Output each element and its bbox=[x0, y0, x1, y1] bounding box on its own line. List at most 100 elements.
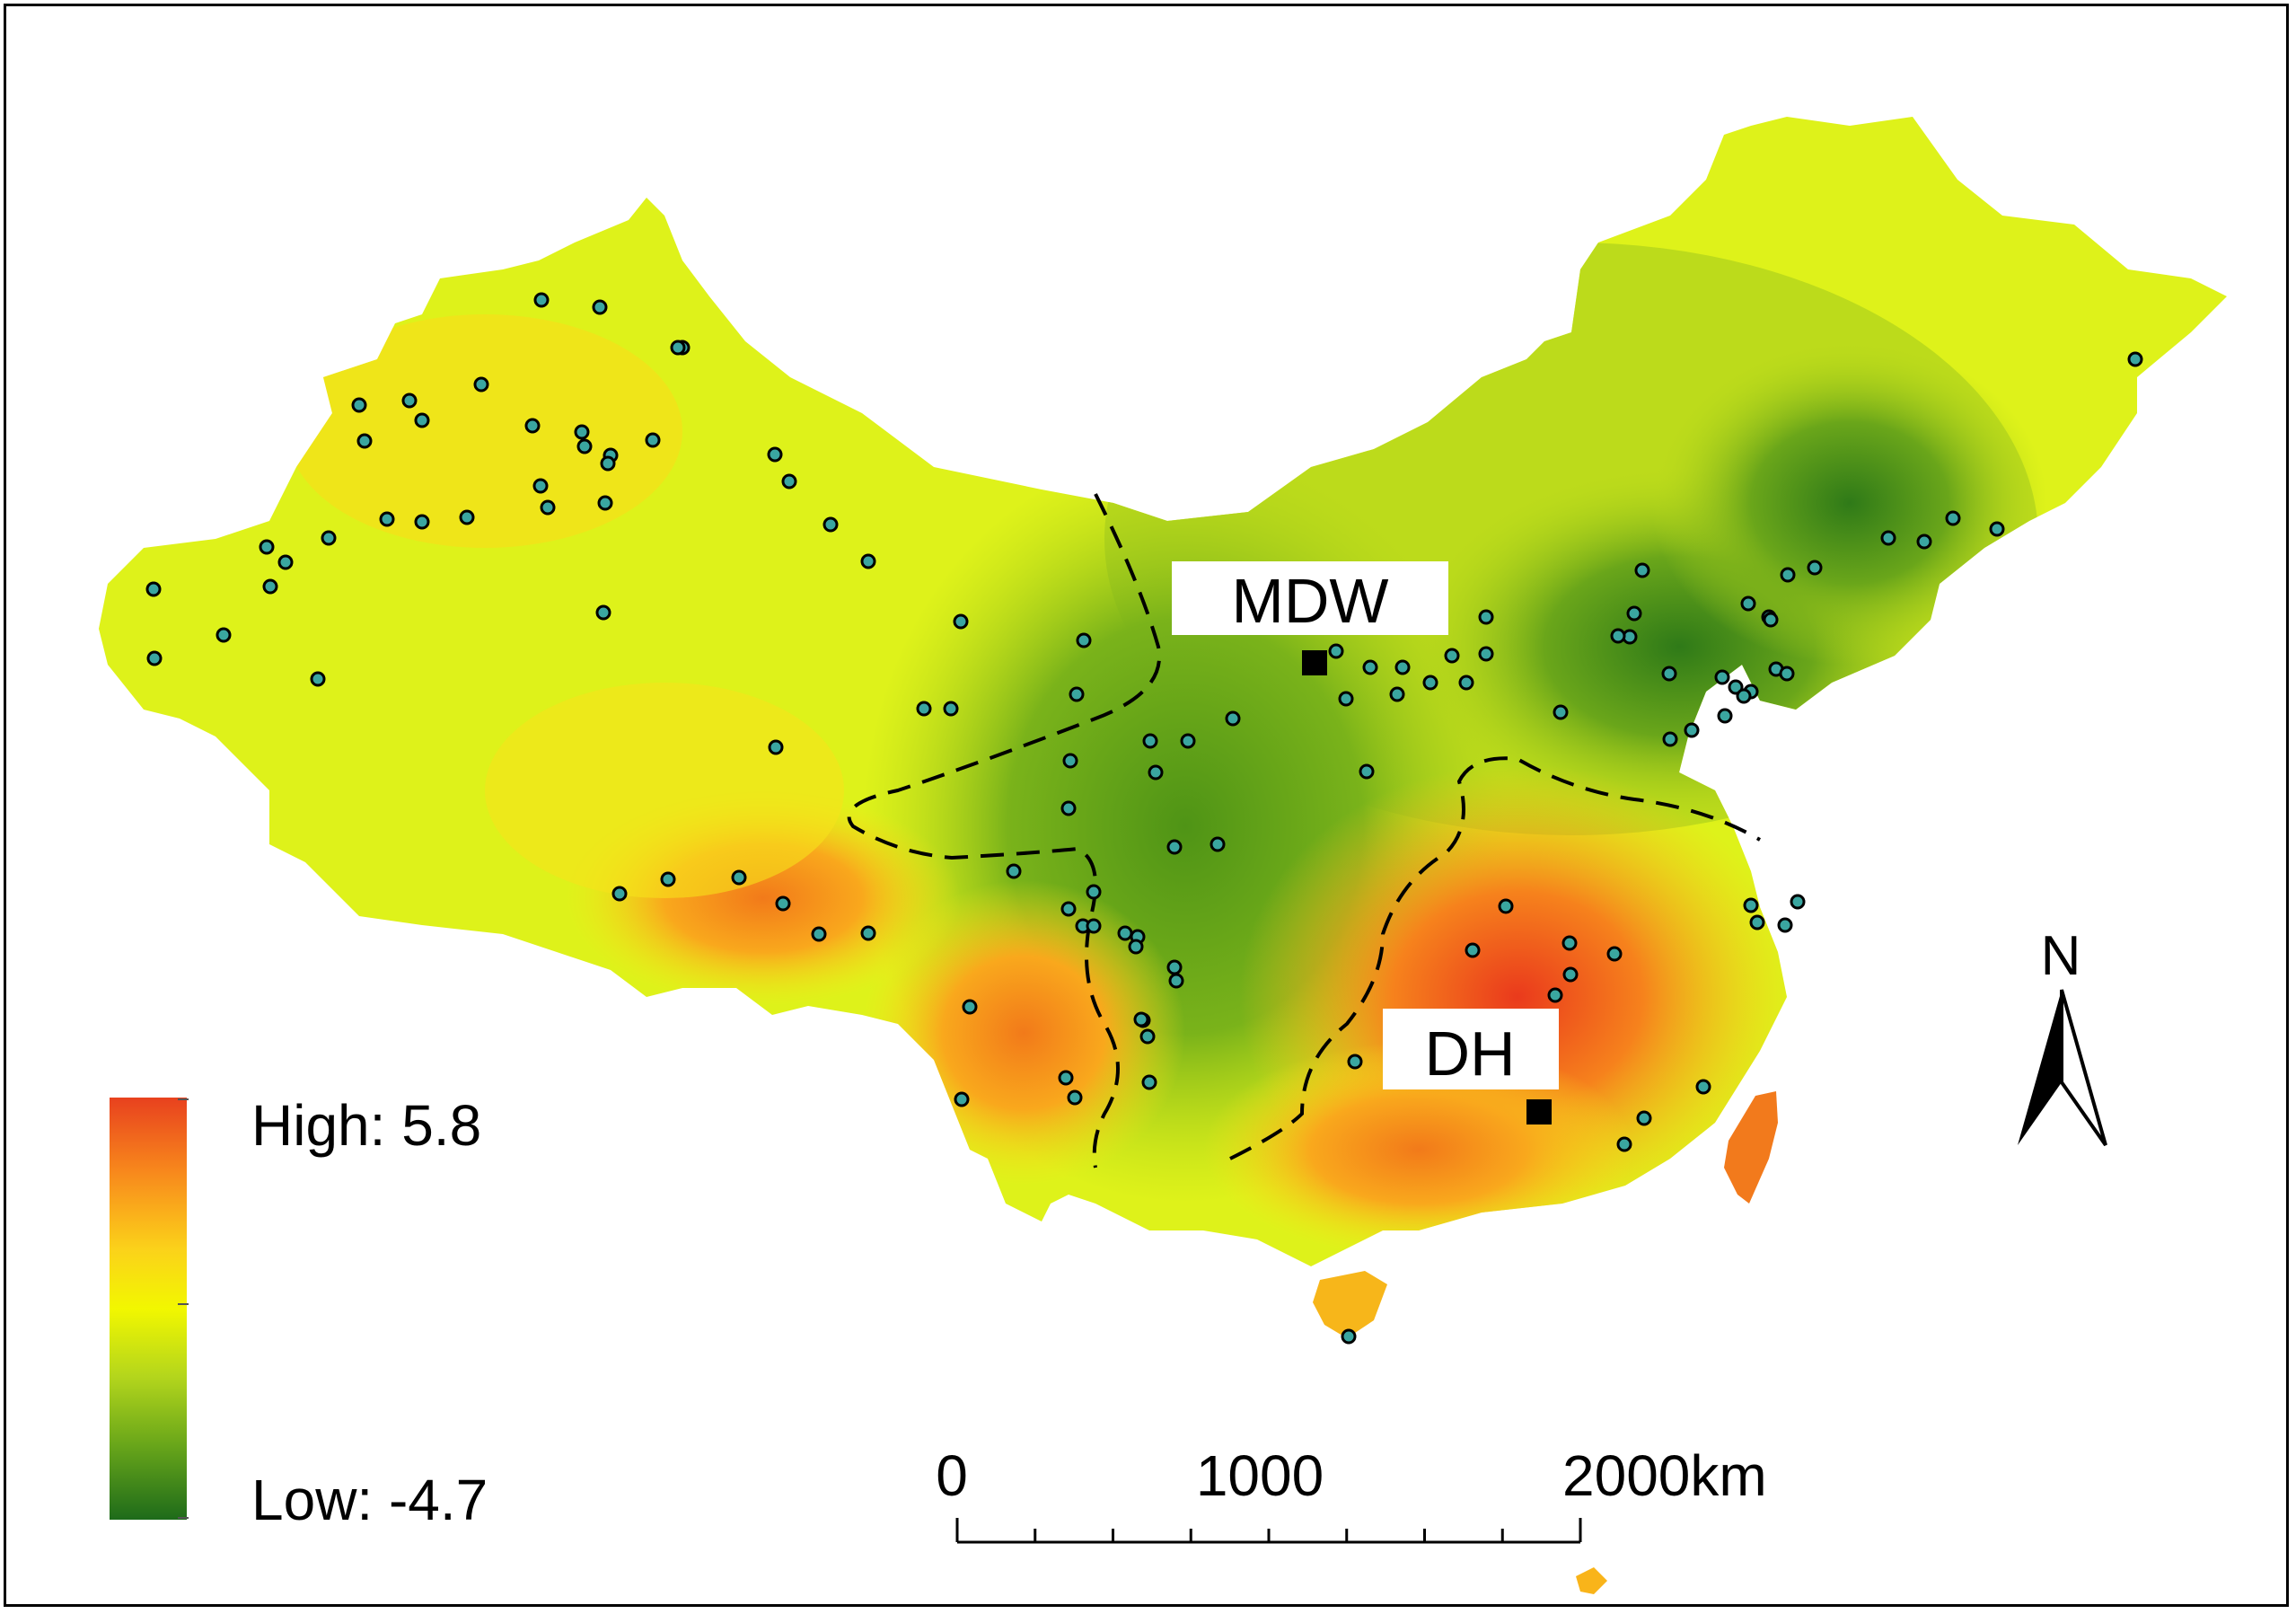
station-point bbox=[1142, 733, 1158, 749]
station-point bbox=[645, 432, 661, 448]
station-point bbox=[1058, 1070, 1074, 1086]
scale-label-1000: 1000 bbox=[1196, 1443, 1324, 1508]
station-point bbox=[1989, 521, 2005, 537]
station-point bbox=[767, 446, 783, 463]
station-point bbox=[1626, 605, 1642, 622]
station-point bbox=[1740, 595, 1756, 612]
station-point bbox=[1225, 710, 1241, 727]
station-point bbox=[860, 553, 876, 569]
station-point bbox=[414, 514, 430, 530]
station-point bbox=[1880, 530, 1896, 546]
station-point bbox=[540, 499, 556, 516]
station-point bbox=[860, 925, 876, 941]
station-point bbox=[321, 530, 337, 546]
station-points bbox=[145, 292, 2143, 1345]
station-point bbox=[1389, 686, 1405, 702]
station-point bbox=[943, 701, 959, 717]
site-mdw-label: MDW bbox=[1232, 566, 1389, 636]
legend: High: 5.8 Low: -4.7 bbox=[110, 1093, 488, 1532]
legend-high-label: High: 5.8 bbox=[251, 1093, 481, 1158]
station-point bbox=[1684, 722, 1700, 738]
station-point bbox=[1328, 643, 1344, 659]
station-point bbox=[351, 397, 367, 413]
station-point bbox=[1086, 918, 1102, 934]
boundary-south-east bbox=[1229, 756, 1762, 1160]
station-point bbox=[1166, 839, 1183, 855]
station-point bbox=[1139, 1028, 1156, 1045]
station-point bbox=[1562, 966, 1579, 983]
station-point bbox=[597, 495, 613, 511]
station-point bbox=[1662, 731, 1678, 747]
station-point bbox=[1714, 669, 1730, 685]
station-point bbox=[1069, 686, 1085, 702]
station-point bbox=[1168, 973, 1184, 989]
north-arrow-icon bbox=[2018, 989, 2107, 1147]
station-point bbox=[1807, 560, 1823, 576]
north-arrow-label: N bbox=[2041, 925, 2081, 987]
south-sea-island bbox=[1576, 1567, 1607, 1594]
station-point bbox=[953, 613, 969, 630]
station-point bbox=[1749, 914, 1765, 930]
station-point bbox=[600, 455, 616, 472]
station-point bbox=[145, 581, 162, 597]
taiwan-island bbox=[1724, 1091, 1778, 1204]
station-point bbox=[1148, 764, 1164, 781]
station-point bbox=[916, 701, 932, 717]
station-point bbox=[1180, 733, 1196, 749]
station-point bbox=[811, 926, 827, 942]
interpolated-surface bbox=[287, 243, 2047, 1257]
station-point bbox=[768, 739, 784, 755]
station-point bbox=[1060, 901, 1077, 917]
station-point bbox=[1736, 688, 1752, 704]
scale-label-0: 0 bbox=[936, 1443, 968, 1508]
station-point bbox=[1062, 753, 1078, 769]
station-point bbox=[1362, 659, 1378, 675]
station-point bbox=[533, 292, 550, 308]
station-point bbox=[1634, 562, 1650, 578]
station-point bbox=[1779, 666, 1795, 682]
station-point bbox=[1458, 675, 1474, 691]
station-point bbox=[1661, 666, 1677, 682]
station-point bbox=[1465, 942, 1481, 958]
station-point bbox=[1478, 646, 1494, 662]
station-point bbox=[1166, 959, 1183, 975]
station-point bbox=[574, 424, 590, 440]
china-map bbox=[99, 117, 2227, 1594]
station-point bbox=[524, 418, 541, 434]
station-point bbox=[1743, 897, 1759, 913]
station-point bbox=[1117, 925, 1133, 941]
station-point bbox=[459, 509, 475, 525]
station-point bbox=[146, 650, 163, 666]
station-point bbox=[262, 578, 278, 595]
site-dh-label: DH bbox=[1424, 1019, 1515, 1089]
station-point bbox=[1347, 1054, 1363, 1070]
site-mdw: MDW bbox=[1172, 561, 1448, 675]
site-dh: DH bbox=[1383, 1009, 1559, 1125]
station-point bbox=[1359, 763, 1375, 780]
station-point bbox=[1444, 648, 1460, 664]
station-point bbox=[1141, 1074, 1157, 1090]
station-point bbox=[1636, 1110, 1652, 1126]
site-mdw-marker bbox=[1302, 650, 1327, 675]
scale-bar: 0 1000 2000km bbox=[936, 1443, 1767, 1544]
station-point bbox=[1006, 863, 1022, 879]
station-point bbox=[2127, 351, 2143, 367]
station-point bbox=[1394, 659, 1411, 675]
station-point bbox=[1790, 894, 1806, 910]
station-point bbox=[310, 671, 326, 687]
station-point bbox=[1133, 1011, 1149, 1027]
station-point bbox=[1728, 679, 1744, 695]
station-point bbox=[775, 895, 791, 912]
station-point bbox=[1086, 884, 1102, 900]
station-point bbox=[1547, 987, 1563, 1003]
site-mdw-label-box bbox=[1172, 561, 1448, 635]
station-point bbox=[414, 412, 430, 428]
site-dh-label-box bbox=[1383, 1009, 1559, 1089]
station-point bbox=[1060, 800, 1077, 816]
legend-color-ramp bbox=[110, 1098, 187, 1520]
north-arrow: N bbox=[2018, 925, 2107, 1147]
station-point bbox=[1067, 1089, 1083, 1106]
scale-bar-ticks bbox=[955, 1518, 1582, 1542]
station-point bbox=[576, 438, 593, 454]
station-point bbox=[1616, 1136, 1632, 1152]
